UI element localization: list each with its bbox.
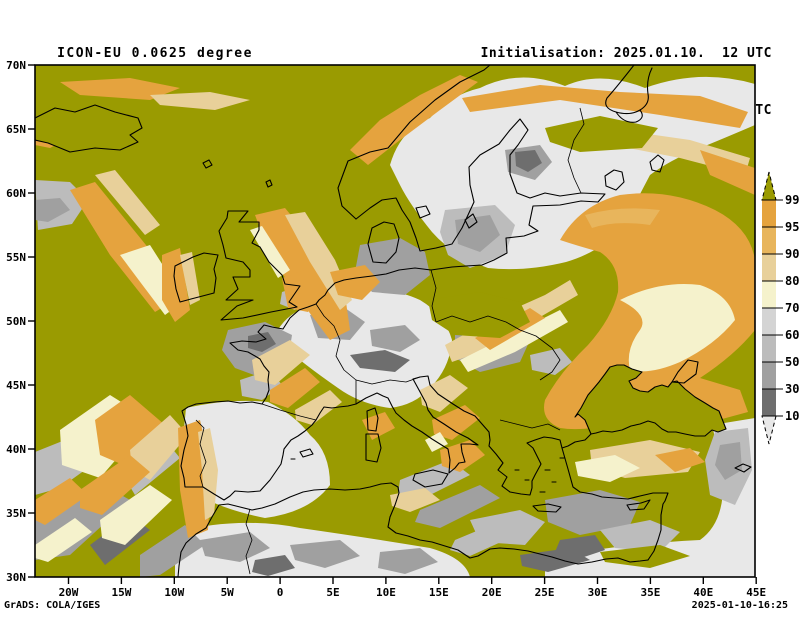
azov-sea-outline — [671, 359, 699, 384]
lon-label: 10W — [164, 586, 184, 599]
lon-label: 40E — [693, 586, 713, 599]
colorbar-legend: 99.5 95 90 80 70 60 50 30 10 — [761, 171, 800, 445]
lon-label: 30E — [588, 586, 608, 599]
faroe-outline — [202, 159, 213, 169]
lon-label: 10E — [376, 586, 396, 599]
colorbar-level-label: 99.5 — [785, 193, 800, 207]
border-carpathia — [505, 321, 561, 381]
lat-label: 60N — [6, 187, 26, 200]
cloud-layer — [35, 65, 755, 577]
colorbar-endcap — [761, 171, 777, 201]
lon-label: 15W — [111, 586, 131, 599]
lon-label: 15E — [429, 586, 449, 599]
sicily-outline — [412, 469, 449, 488]
lat-label: 45N — [6, 379, 26, 392]
shetland-outline — [265, 179, 273, 188]
border-pyrenees — [261, 403, 317, 421]
axis-labels: 20W 15W 10W 5W 0 5E 10E 15E 20E 25E 30E 35E 40E 45E 70… — [6, 59, 766, 599]
gotland-outline — [464, 213, 478, 229]
lat-label: 50N — [6, 315, 26, 328]
corsica-outline — [366, 407, 379, 432]
mallorca-outline — [299, 448, 314, 458]
caspian-edge — [734, 463, 752, 473]
jutland-outline — [367, 221, 400, 264]
border-morocco-algeria — [245, 508, 253, 575]
init-time: Initialisation: 2025.01.10. 12 UTC — [480, 46, 772, 61]
lat-label: 30N — [6, 571, 26, 584]
model-name: ICON-EU 0.0625 degree — [57, 46, 253, 61]
norway-coast — [337, 65, 491, 220]
lon-label: 25E — [535, 586, 555, 599]
marmara-outline — [561, 433, 592, 449]
grads-credit: GrADS: COLA/IGES — [4, 600, 101, 611]
turkey-south-coast — [591, 492, 669, 561]
lat-label: 65N — [6, 123, 26, 136]
border-france-east — [315, 303, 357, 404]
lon-label: 20E — [482, 586, 502, 599]
cyprus-outline — [626, 499, 651, 511]
lake-ladoga-outline — [604, 169, 625, 191]
lake-vanern-outline — [415, 205, 431, 219]
border-germany-east — [430, 269, 437, 323]
lon-label: 35E — [640, 586, 660, 599]
great-britain-outline — [218, 210, 301, 321]
border-central-europe — [435, 315, 507, 323]
white-sea-outline — [605, 65, 653, 123]
colorbar-box — [762, 308, 776, 335]
lat-label: 70N — [6, 59, 26, 72]
north-africa-coast — [177, 482, 649, 577]
lat-label: 35N — [6, 507, 26, 520]
colorbar-level-label: 30 — [785, 382, 799, 396]
colorbar-level-label: 95 — [785, 220, 799, 234]
axis-ticks — [28, 64, 757, 584]
colorbar-level-label: 10 — [785, 409, 799, 423]
border-portugal — [195, 419, 207, 488]
lat-label: 55N — [6, 251, 26, 264]
lon-label: 20W — [59, 586, 79, 599]
colorbar-level-label: 90 — [785, 247, 799, 261]
colorbar-endcap — [761, 415, 777, 445]
border-balkans — [499, 419, 561, 431]
border-finland-russia — [567, 107, 585, 194]
colorbar-level-label: 70 — [785, 301, 799, 315]
sardinia-outline — [365, 433, 382, 463]
colorbar-level-label: 80 — [785, 274, 799, 288]
lake-onega-outline — [649, 154, 665, 173]
crete-outline — [532, 503, 562, 513]
lon-label: 0 — [277, 586, 284, 599]
lon-label: 5W — [221, 586, 235, 599]
main-european-coast — [180, 269, 593, 501]
coastline-layer — [35, 65, 752, 577]
creation-timestamp: 2025-01-10-16:25 — [691, 600, 788, 611]
lon-label: 5E — [326, 586, 339, 599]
ireland-outline — [173, 252, 219, 303]
colorbar-box — [762, 335, 776, 362]
iceland-outline — [35, 104, 143, 153]
colorbar-level-label: 60 — [785, 328, 799, 342]
border-alps — [355, 376, 421, 385]
aegean-islands — [290, 457, 565, 493]
colorbar-box — [762, 389, 776, 416]
black-sea-outline — [574, 364, 727, 437]
colorbar-box — [762, 281, 776, 308]
baltic-coast — [355, 118, 606, 271]
colorbar-box — [762, 200, 776, 227]
colorbar-box — [762, 362, 776, 389]
lat-label: 40N — [6, 443, 26, 456]
colorbar-box — [762, 227, 776, 254]
lon-label: 45E — [746, 586, 766, 599]
colorbar-level-label: 50 — [785, 355, 799, 369]
colorbar-box — [762, 254, 776, 281]
